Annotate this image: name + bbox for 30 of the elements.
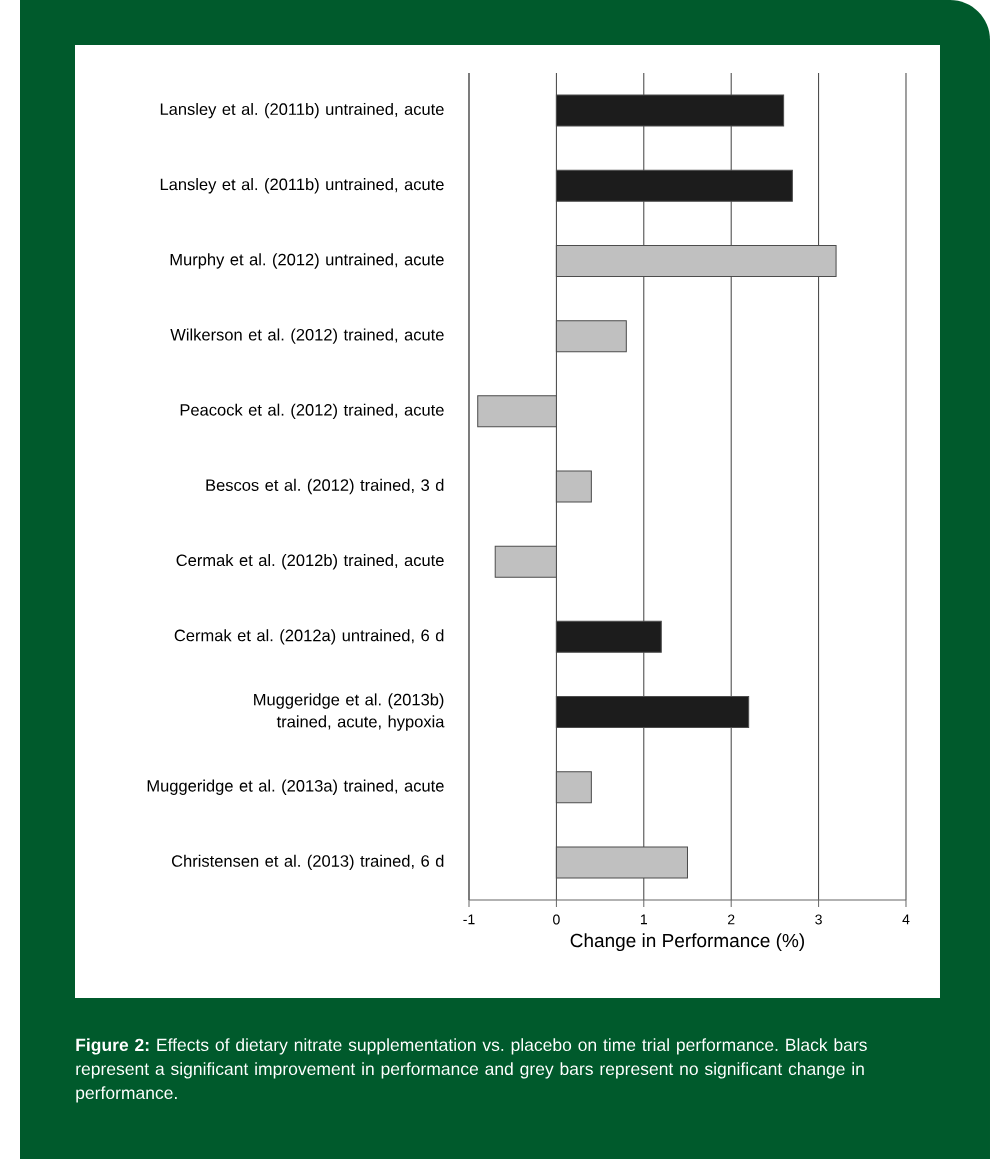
bar	[555, 620, 662, 653]
bar	[555, 169, 793, 202]
x-tick-label: 3	[815, 914, 822, 925]
y-tick-label: Lansley et al. (2011b) untrained, acute	[160, 178, 444, 194]
bar	[555, 846, 688, 879]
bar	[555, 94, 785, 127]
x-tick-label: -1	[463, 914, 475, 925]
x-tick-label: 2	[728, 914, 735, 925]
y-tick-label: Murphy et al. (2012) untrained, acute	[170, 253, 444, 269]
bar	[477, 395, 557, 428]
bar	[494, 545, 557, 578]
text: Figure 2: Effects of dietary nitrate supplementation vs. placebo on time trial performance. Black bars represent a significant improvement in performance and grey bars represent no significant change in performance.	[76, 1038, 867, 1103]
y-tick-label: Cermak et al. (2012a) untrained, 6 d	[174, 629, 444, 645]
x-tick-label: 4	[902, 914, 910, 925]
bar	[555, 244, 837, 277]
y-tick-label: Lansley et al. (2011b) untrained, acute	[160, 102, 444, 119]
bar	[555, 696, 750, 729]
y-tick-label: Muggeridge et al. (2013b) trained, acute, hypoxia	[254, 693, 445, 731]
bar	[555, 320, 627, 353]
bar	[555, 470, 592, 503]
y-tick-label: Muggeridge et al. (2013a) trained, acute	[147, 779, 444, 795]
y-tick-label: Wilkerson et al. (2012) trained, acute	[170, 328, 444, 344]
x-axis-title: Change in Performance (%)	[570, 933, 805, 952]
bar	[555, 771, 592, 804]
y-tick-label: Bescos et al. (2012) trained, 3 d	[206, 478, 444, 495]
y-tick-label: Peacock et al. (2012) trained, acute	[180, 403, 444, 420]
y-tick-label: Christensen et al. (2013) trained, 6 d	[171, 854, 444, 871]
x-tick-label: 0	[553, 914, 560, 925]
x-tick-label: 1	[640, 914, 647, 925]
y-tick-label: Cermak et al. (2012b) trained, acute	[176, 554, 444, 570]
